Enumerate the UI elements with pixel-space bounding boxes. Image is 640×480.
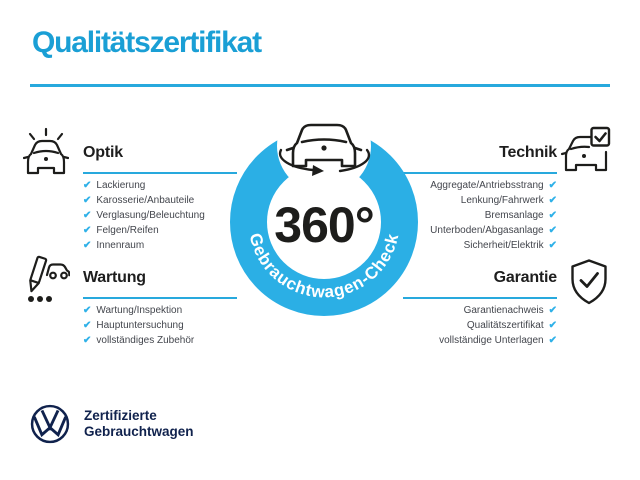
checklist-item: ✔ Felgen/Reifen	[83, 223, 205, 238]
checklist-item: Lenkung/Fahrwerk ✔	[380, 193, 557, 208]
checklist-item-label: Felgen/Reifen	[96, 225, 159, 236]
checklist-item-label: Bremsanlage	[484, 210, 544, 221]
check-icon: ✔	[548, 179, 557, 191]
check-icon: ✔	[83, 194, 92, 206]
section-heading-optik: Optik	[83, 144, 123, 161]
checklist-item: vollständige Unterlagen ✔	[380, 333, 557, 348]
section-heading-wartung: Wartung	[83, 269, 146, 286]
check-icon: ✔	[83, 334, 92, 346]
brand-claim: Zertifizierte Gebrauchtwagen	[84, 408, 194, 440]
check-icon: ✔	[548, 194, 557, 206]
checklist-item: ✔ Hauptuntersuchung	[83, 318, 194, 333]
service-checklist-icon	[20, 252, 70, 306]
section-heading-garantie: Garantie	[493, 269, 558, 286]
check-icon: ✔	[83, 179, 92, 191]
check-icon: ✔	[548, 239, 557, 251]
checklist-item-label: Wartung/Inspektion	[96, 305, 183, 316]
checklist-item: ✔ Wartung/Inspektion	[83, 303, 194, 318]
checklist-item-label: Lackierung	[96, 180, 146, 191]
checklist-wartung: ✔ Wartung/Inspektion ✔ Hauptuntersuchung ✔…	[83, 303, 194, 348]
check-icon: ✔	[548, 224, 557, 236]
checklist-item-label: vollständige Unterlagen	[439, 335, 544, 346]
checklist-item-label: Lenkung/Fahrwerk	[460, 195, 544, 206]
check-icon: ✔	[548, 209, 557, 221]
checklist-item-label: Aggregate/Antriebsstrang	[430, 180, 544, 191]
car-rotation-icon	[278, 123, 371, 176]
checklist-technik: Aggregate/Antriebsstrang ✔ Lenkung/Fahrwe…	[380, 178, 557, 253]
checklist-item-label: Unterboden/Abgasanlage	[430, 225, 544, 236]
checklist-item: Garantienachweis ✔	[380, 303, 557, 318]
section-rule-wartung	[83, 297, 237, 299]
checklist-item: ✔ Verglasung/Beleuchtung	[83, 208, 205, 223]
check-icon: ✔	[548, 304, 557, 316]
check-icon: ✔	[548, 319, 557, 331]
checklist-item-label: Innenraum	[96, 240, 145, 251]
brand-claim-line1: Zertifizierte	[84, 408, 157, 423]
section-rule-garantie	[403, 297, 557, 299]
checklist-item: ✔ vollständiges Zubehör	[83, 333, 194, 348]
check-icon: ✔	[83, 304, 92, 316]
checklist-item-label: Sicherheit/Elektrik	[463, 240, 544, 251]
checklist-item-label: Garantienachweis	[463, 305, 544, 316]
checklist-item: Sicherheit/Elektrik ✔	[380, 238, 557, 253]
360-check-badge: 360° Gebrauchtwagen-Check	[214, 106, 434, 332]
checklist-item-label: Hauptuntersuchung	[96, 320, 184, 331]
check-icon: ✔	[548, 334, 557, 346]
checklist-item-label: Karosserie/Anbauteile	[96, 195, 195, 206]
brand-claim-line2: Gebrauchtwagen	[84, 424, 194, 439]
checklist-item: ✔ Lackierung	[83, 178, 205, 193]
checklist-item: Unterboden/Abgasanlage ✔	[380, 223, 557, 238]
section-rule-technik	[403, 172, 557, 174]
checklist-garantie: Garantienachweis ✔ Qualitätszertifikat ✔ v…	[380, 303, 557, 348]
section-heading-technik: Technik	[499, 144, 557, 161]
check-icon: ✔	[83, 224, 92, 236]
check-icon: ✔	[83, 239, 92, 251]
checklist-item-label: Verglasung/Beleuchtung	[96, 210, 205, 221]
check-icon: ✔	[83, 209, 92, 221]
checklist-item-label: vollständiges Zubehör	[96, 335, 195, 346]
section-rule-optik	[83, 172, 237, 174]
checklist-optik: ✔ Lackierung ✔ Karosserie/Anbauteile ✔ Verg…	[83, 178, 205, 253]
shield-check-icon	[569, 258, 609, 306]
header-divider	[30, 84, 610, 87]
checklist-item: Aggregate/Antriebsstrang ✔	[380, 178, 557, 193]
check-icon: ✔	[83, 319, 92, 331]
car-shine-icon	[23, 126, 69, 176]
checklist-item: Bremsanlage ✔	[380, 208, 557, 223]
checklist-item: ✔ Karosserie/Anbauteile	[83, 193, 205, 208]
checklist-item-label: Qualitätszertifikat	[466, 320, 544, 331]
page-title: Qualitätszertifikat	[32, 26, 262, 59]
degrees-label: 360°	[274, 197, 373, 253]
checklist-item: ✔ Innenraum	[83, 238, 205, 253]
car-checkbox-icon	[560, 125, 612, 173]
checklist-item: Qualitätszertifikat ✔	[380, 318, 557, 333]
vw-logo	[29, 403, 71, 445]
